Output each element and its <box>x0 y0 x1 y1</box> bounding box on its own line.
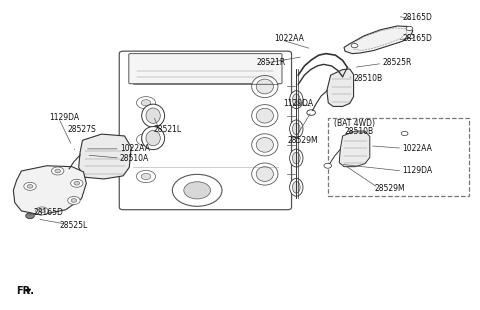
Text: 28165D: 28165D <box>34 208 64 217</box>
Circle shape <box>172 174 222 206</box>
Ellipse shape <box>142 126 165 150</box>
Circle shape <box>401 131 408 136</box>
Ellipse shape <box>292 123 300 135</box>
Ellipse shape <box>289 149 303 167</box>
Text: 28521L: 28521L <box>153 125 181 134</box>
Ellipse shape <box>256 108 274 123</box>
Circle shape <box>51 167 64 175</box>
Text: 28525L: 28525L <box>60 220 88 229</box>
Circle shape <box>307 110 315 115</box>
Polygon shape <box>344 26 413 54</box>
FancyBboxPatch shape <box>119 51 291 210</box>
Text: (BAT 4WD): (BAT 4WD) <box>335 119 375 128</box>
Text: 28527S: 28527S <box>67 125 96 134</box>
Text: 28521R: 28521R <box>257 58 286 67</box>
Ellipse shape <box>252 104 278 127</box>
Ellipse shape <box>289 120 303 138</box>
Circle shape <box>63 169 71 173</box>
Polygon shape <box>327 69 354 106</box>
FancyBboxPatch shape <box>129 54 282 84</box>
Circle shape <box>39 209 45 213</box>
Ellipse shape <box>256 138 274 152</box>
Circle shape <box>27 184 33 188</box>
Circle shape <box>351 43 358 48</box>
Circle shape <box>55 169 60 173</box>
Circle shape <box>74 181 80 185</box>
Ellipse shape <box>289 91 303 108</box>
Circle shape <box>26 213 34 219</box>
Circle shape <box>406 26 413 31</box>
Text: 28529M: 28529M <box>374 184 405 193</box>
Ellipse shape <box>292 94 300 105</box>
Circle shape <box>136 170 156 183</box>
Text: 28510B: 28510B <box>354 74 383 83</box>
Text: 28165D: 28165D <box>402 13 432 22</box>
Text: 1022AA: 1022AA <box>275 34 304 43</box>
Circle shape <box>36 207 48 215</box>
Ellipse shape <box>146 108 160 123</box>
Circle shape <box>184 182 211 199</box>
Ellipse shape <box>292 181 300 193</box>
Polygon shape <box>339 131 370 167</box>
Text: 1129DA: 1129DA <box>49 113 79 122</box>
Ellipse shape <box>256 167 274 181</box>
Circle shape <box>408 34 414 38</box>
Text: 28165D: 28165D <box>402 34 432 43</box>
Text: 28529M: 28529M <box>288 136 318 145</box>
Text: 28510A: 28510A <box>120 153 149 162</box>
Ellipse shape <box>142 104 165 127</box>
Ellipse shape <box>252 75 278 98</box>
Circle shape <box>141 173 151 179</box>
Ellipse shape <box>292 152 300 164</box>
Circle shape <box>24 182 36 190</box>
Circle shape <box>71 179 83 187</box>
Circle shape <box>68 197 80 205</box>
Text: 1129DA: 1129DA <box>402 166 432 175</box>
Text: 1022AA: 1022AA <box>120 144 150 153</box>
Circle shape <box>71 199 77 202</box>
Polygon shape <box>79 134 131 179</box>
Text: 1022AA: 1022AA <box>402 144 432 153</box>
Circle shape <box>141 100 151 106</box>
Ellipse shape <box>256 79 274 94</box>
Ellipse shape <box>146 131 160 146</box>
Text: 28525R: 28525R <box>382 58 411 67</box>
Ellipse shape <box>252 163 278 185</box>
Text: 1129DA: 1129DA <box>283 99 313 108</box>
Bar <box>328 118 469 197</box>
Text: 28510B: 28510B <box>345 126 374 135</box>
Ellipse shape <box>289 178 303 196</box>
Circle shape <box>141 137 151 143</box>
Text: FR.: FR. <box>16 286 34 296</box>
Circle shape <box>136 97 156 109</box>
Circle shape <box>136 134 156 146</box>
Circle shape <box>324 163 332 168</box>
Ellipse shape <box>252 134 278 156</box>
Polygon shape <box>13 166 86 215</box>
